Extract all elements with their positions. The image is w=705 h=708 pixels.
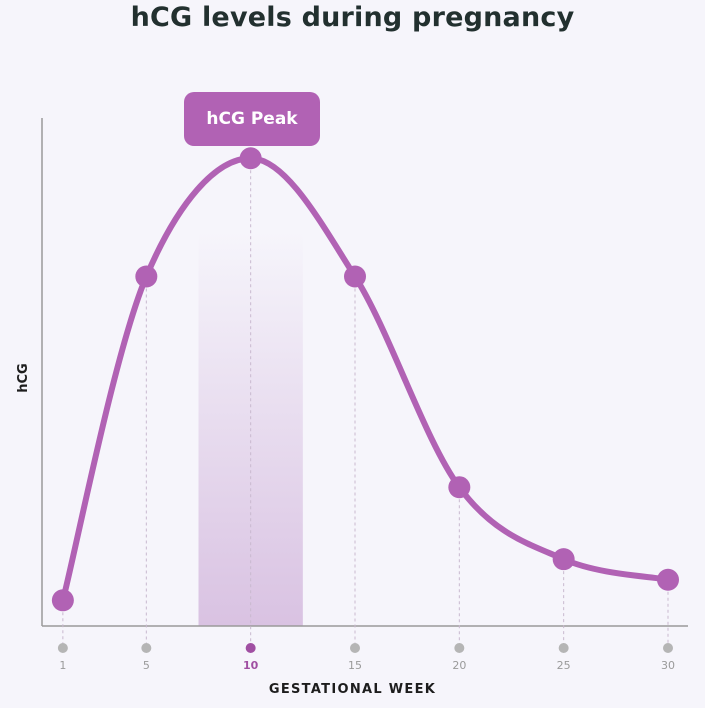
x-tick-dot-15: [350, 643, 360, 653]
data-point-week-15: [344, 265, 366, 288]
data-point-week-30: [657, 568, 679, 591]
x-tick-dot-20: [454, 643, 465, 653]
hcg-peak-badge: hCG Peak: [184, 92, 320, 146]
x-tick-dot-25: [558, 643, 569, 653]
x-tick-label-1: 1: [59, 659, 66, 672]
x-tick-dot-10: [245, 643, 256, 653]
data-point-week-1: [51, 589, 74, 612]
chart-title: hCG levels during pregnancy: [130, 2, 575, 33]
y-axis-label: hCG: [16, 363, 31, 393]
x-tick-label-25: 25: [557, 659, 571, 672]
x-tick-label-10: 10: [243, 659, 259, 672]
x-tick-label-30: 30: [661, 659, 675, 672]
hcg-curve: [59, 155, 671, 604]
data-point-week-10: [239, 147, 262, 170]
data-point-week-20: [448, 476, 471, 499]
data-point-week-5: [135, 265, 158, 288]
x-tick-label-15: 15: [348, 659, 362, 672]
x-tick-label-5: 5: [143, 659, 150, 672]
data-point-week-25: [552, 548, 575, 571]
x-tick-label-20: 20: [452, 659, 466, 672]
x-tick-dot-1: [57, 643, 68, 653]
x-axis-label: GESTATIONAL WEEK: [268, 682, 437, 697]
x-tick-dot-5: [141, 643, 152, 653]
x-tick-dot-30: [663, 643, 673, 653]
